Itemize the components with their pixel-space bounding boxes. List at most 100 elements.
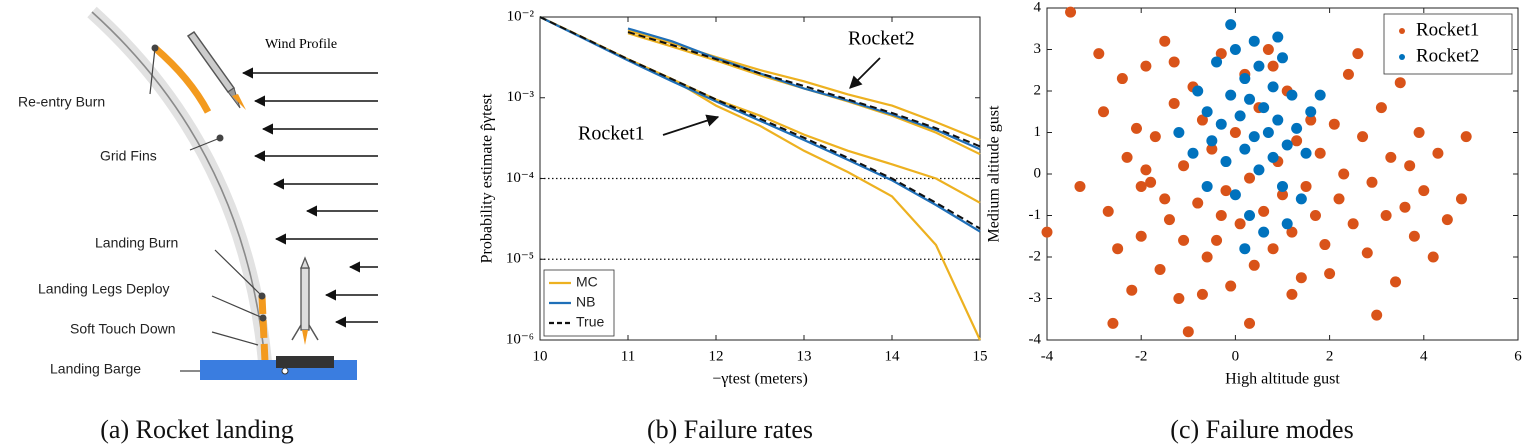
point [1154, 263, 1166, 275]
point [1201, 106, 1213, 118]
point [1272, 31, 1284, 43]
point [1239, 73, 1251, 85]
point [1215, 118, 1227, 130]
x-tick-label: -2 [1135, 348, 1148, 364]
diagram-label: Landing Barge [50, 361, 141, 377]
x-axis-label: High altitude gust [1225, 371, 1340, 388]
point [1112, 243, 1124, 255]
point [1342, 68, 1354, 80]
x-tick-label: 13 [797, 348, 812, 364]
y-axis-label: Probability estimate p̂γtest [479, 93, 496, 263]
point [1220, 185, 1232, 197]
y-tick-label: -1 [1029, 207, 1042, 223]
point [1286, 288, 1298, 300]
point [1380, 210, 1392, 221]
point [1187, 147, 1199, 159]
y-tick-label: 2 [1034, 82, 1042, 98]
point [1404, 160, 1416, 172]
point [1239, 243, 1251, 255]
point [1333, 193, 1345, 205]
point [1182, 326, 1194, 338]
point [1272, 114, 1284, 126]
diagram-label: Soft Touch Down [70, 321, 176, 337]
point [1277, 180, 1288, 192]
point [1173, 293, 1185, 304]
point [1324, 268, 1336, 280]
rocket-diagram: Wind Profile Re-entry Burn Grid Fins Lan… [18, 6, 378, 444]
point [1305, 114, 1317, 126]
point [1215, 48, 1227, 60]
barge-deck [276, 356, 334, 368]
point [1267, 60, 1279, 72]
point [1244, 210, 1256, 221]
point [1211, 234, 1223, 246]
caption: (a) Rocket landing [100, 415, 294, 444]
point [1196, 114, 1208, 126]
point [1178, 160, 1190, 172]
point [1352, 48, 1364, 60]
point [1201, 180, 1213, 192]
y-tick-label: 10⁻⁵ [506, 251, 534, 267]
series-line [539, 16, 981, 230]
y-tick-label: 3 [1034, 41, 1042, 57]
point [1441, 214, 1453, 226]
point [1347, 218, 1359, 230]
point [1211, 56, 1223, 68]
legend-label: Rocket2 [1416, 45, 1479, 66]
point [1262, 44, 1274, 55]
diagram-label: Re-entry Burn [18, 94, 105, 110]
legend-label: MC [576, 274, 598, 290]
landing-rocket [291, 256, 319, 345]
y-tick-label: -2 [1029, 248, 1042, 264]
point [1291, 122, 1303, 134]
annotation-arrows [662, 57, 881, 136]
falling-rocket [186, 30, 246, 110]
point [1220, 156, 1232, 168]
point [1314, 89, 1326, 101]
point [1225, 89, 1237, 101]
point [1229, 44, 1241, 55]
diagram-label: Landing Legs Deploy [38, 281, 170, 297]
point [1258, 226, 1270, 238]
point [1267, 81, 1279, 93]
x-tick-label: 11 [621, 348, 635, 364]
y-tick-label: 10⁻² [507, 8, 535, 24]
point [1455, 193, 1467, 205]
point [1286, 89, 1298, 101]
landing-burn-segment [258, 295, 269, 363]
point [1281, 218, 1293, 230]
point [1041, 226, 1053, 238]
point [1300, 180, 1312, 192]
point [1206, 143, 1218, 155]
point [1229, 189, 1241, 201]
point [1159, 35, 1171, 47]
point [1159, 193, 1171, 205]
x-tick-label: 12 [709, 348, 724, 364]
point [1366, 176, 1378, 188]
point [1309, 210, 1321, 221]
point [1319, 239, 1331, 251]
legend-swatch [1399, 54, 1405, 60]
x-tick-label: -4 [1041, 348, 1054, 364]
x-tick-label: 2 [1326, 348, 1334, 364]
x-tick-label: 14 [885, 348, 901, 364]
y-tick-label: -4 [1029, 331, 1042, 347]
y-tick-label: -3 [1029, 290, 1042, 306]
point [1295, 193, 1307, 205]
point [1244, 317, 1256, 329]
point [1277, 52, 1288, 64]
trajectory [91, 11, 266, 363]
point [1300, 147, 1312, 159]
point [1168, 97, 1180, 109]
point [1140, 60, 1152, 72]
point [1102, 205, 1114, 217]
point [1192, 197, 1204, 209]
point [1173, 127, 1185, 138]
point [1248, 259, 1260, 271]
point [1418, 185, 1430, 197]
x-tick-label: 6 [1514, 348, 1522, 364]
point [1281, 139, 1293, 151]
point [1258, 205, 1270, 217]
point [1460, 131, 1472, 143]
point [1314, 147, 1326, 159]
